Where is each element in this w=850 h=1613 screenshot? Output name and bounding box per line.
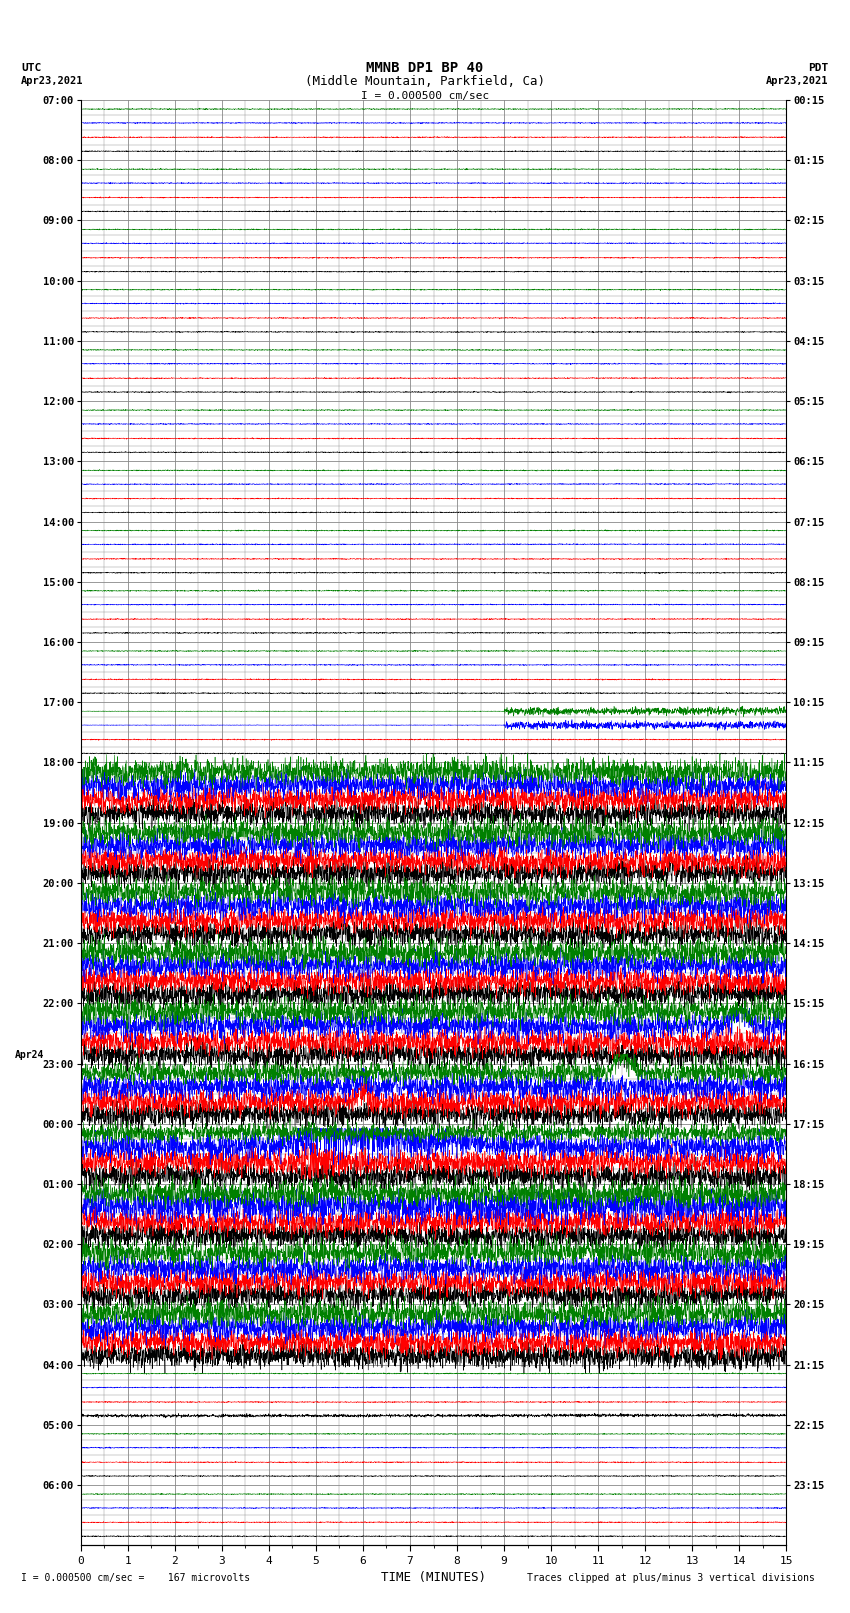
X-axis label: TIME (MINUTES): TIME (MINUTES) [381, 1571, 486, 1584]
Text: Apr24: Apr24 [15, 1050, 45, 1060]
Text: I = 0.000500 cm/sec: I = 0.000500 cm/sec [361, 90, 489, 100]
Text: MMNB DP1 BP 40: MMNB DP1 BP 40 [366, 61, 484, 76]
Text: (Middle Mountain, Parkfield, Ca): (Middle Mountain, Parkfield, Ca) [305, 74, 545, 87]
Text: Traces clipped at plus/minus 3 vertical divisions: Traces clipped at plus/minus 3 vertical … [527, 1573, 815, 1582]
Text: PDT: PDT [808, 63, 829, 73]
Text: Apr23,2021: Apr23,2021 [21, 76, 84, 85]
Text: I = 0.000500 cm/sec =    167 microvolts: I = 0.000500 cm/sec = 167 microvolts [21, 1573, 251, 1582]
Text: Apr23,2021: Apr23,2021 [766, 76, 829, 85]
Text: UTC: UTC [21, 63, 42, 73]
